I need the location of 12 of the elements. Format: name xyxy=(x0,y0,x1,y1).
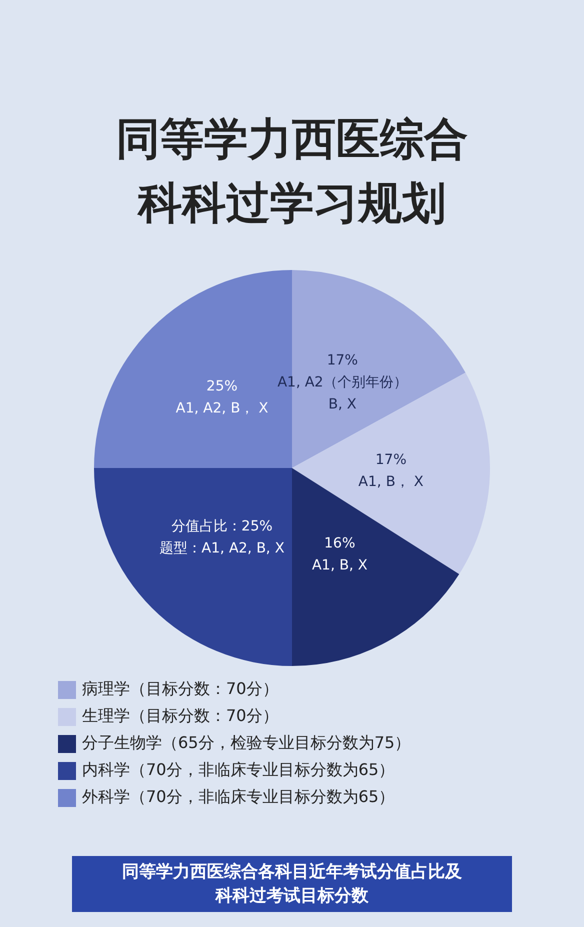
chart-title: 同等学力西医综合科科过学习规划 xyxy=(115,113,469,231)
legend-label: 生理学（目标分数：70分） xyxy=(82,706,278,727)
legend-label: 外科学（70分，非临床专业目标分数为65） xyxy=(82,787,395,808)
data-label: 17% A1, B， X xyxy=(358,452,424,490)
legend-label: 内科学（70分，非临床专业目标分数为65） xyxy=(82,760,395,781)
legend-label: 病理学（目标分数：70分） xyxy=(82,679,278,700)
data-label: 分值占比：25% 题型：A1, A2, B, X xyxy=(160,518,285,557)
legend-label: 分子生物学（65分，检验专业目标分数为75） xyxy=(82,733,411,754)
data-label: 17% A1, A2（个别年份） B, X xyxy=(277,352,408,412)
data-label: 25% A1, A2, B， X xyxy=(176,378,269,417)
text: 同等学力西医综合各科目近年考试分值占比及科科过考试目标分数 xyxy=(122,861,462,908)
data-label: 16% A1, B, X xyxy=(312,535,368,574)
